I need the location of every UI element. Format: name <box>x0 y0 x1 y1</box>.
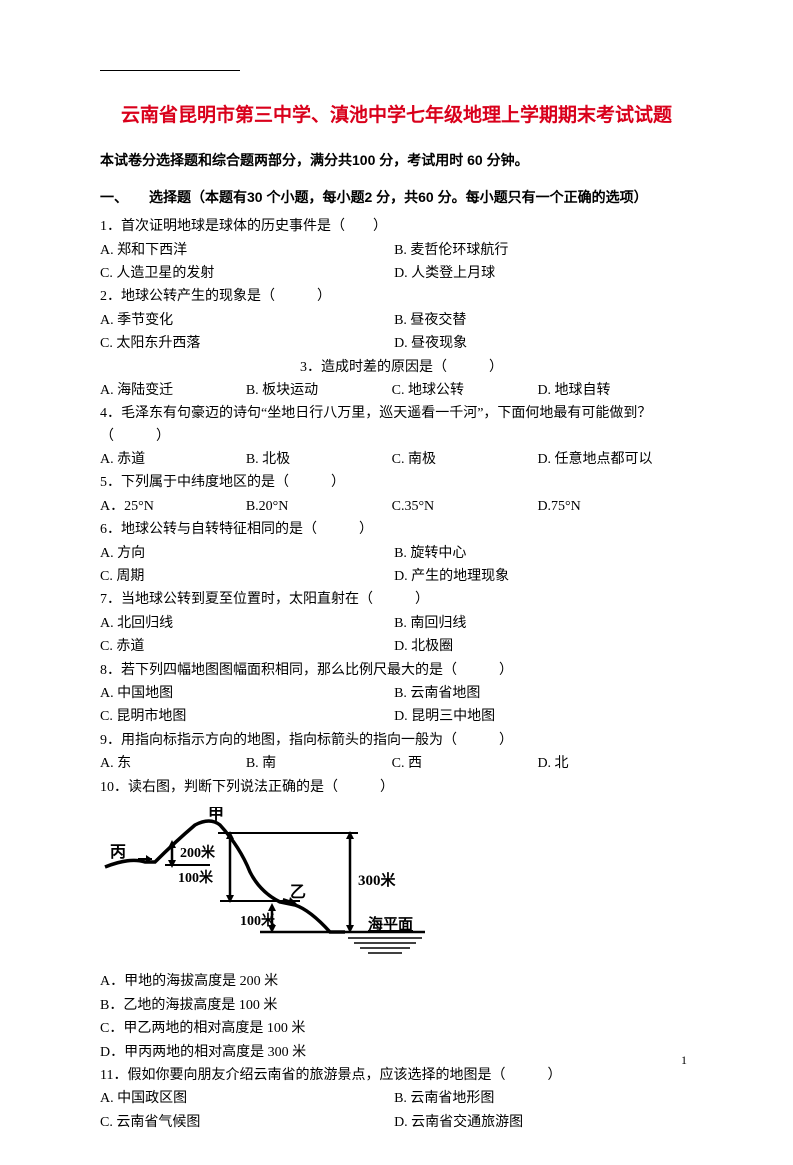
q5-a: A．25°N <box>100 496 242 518</box>
q8-stem: 8．若下列四幅地图图幅面积相同，那么比例尺最大的是（ ） <box>100 660 693 682</box>
q5-d: D.75°N <box>537 496 679 518</box>
q1-opts-row2: C. 人造卫星的发射 D. 人类登上月球 <box>100 263 693 285</box>
q7-opts-row2: C. 赤道 D. 北极圈 <box>100 636 693 658</box>
q2-c: C. 太阳东升西落 <box>100 333 391 355</box>
q7-c: C. 赤道 <box>100 636 391 658</box>
q7-b: B. 南回归线 <box>394 613 685 635</box>
q9-stem: 9．用指向标指示方向的地图，指向标箭头的指向一般为（ ） <box>100 730 693 752</box>
q1-opts-row1: A. 郑和下西洋 B. 麦哲伦环球航行 <box>100 240 693 262</box>
q1-c: C. 人造卫星的发射 <box>100 263 391 285</box>
q11-opts-row1: A. 中国政区图 B. 云南省地形图 <box>100 1088 693 1110</box>
q5-opts: A．25°N B.20°N C.35°N D.75°N <box>100 496 693 518</box>
q7-d: D. 北极圈 <box>394 636 685 658</box>
q10-diagram: 丙 甲 乙 100米 200米 100米 <box>100 807 693 965</box>
q5-stem: 5．下列属于中纬度地区的是（ ） <box>100 472 693 494</box>
q3-stem: 3．造成时差的原因是（ ） <box>100 357 693 379</box>
q6-c: C. 周期 <box>100 566 391 588</box>
q11-d: D. 云南省交通旅游图 <box>394 1112 685 1134</box>
q7-stem: 7．当地球公转到夏至位置时，太阳直射在（ ） <box>100 589 693 611</box>
q6-opts-row1: A. 方向 B. 旋转中心 <box>100 543 693 565</box>
q3-d: D. 地球自转 <box>537 380 679 402</box>
q4-opts: A. 赤道 B. 北极 C. 南极 D. 任意地点都可以 <box>100 449 693 471</box>
q1-a: A. 郑和下西洋 <box>100 240 391 262</box>
page-number: 1 <box>681 1051 687 1070</box>
q4-d: D. 任意地点都可以 <box>537 449 679 471</box>
q9-b: B. 南 <box>246 753 388 775</box>
q2-d: D. 昼夜现象 <box>394 333 685 355</box>
q4-c: C. 南极 <box>392 449 534 471</box>
q3-c: C. 地球公转 <box>392 380 534 402</box>
label-100b: 100米 <box>240 912 276 929</box>
label-yi: 乙 <box>290 884 306 901</box>
q2-opts-row2: C. 太阳东升西落 D. 昼夜现象 <box>100 333 693 355</box>
q10-c: C．甲乙两地的相对高度是 100 米 <box>100 1018 693 1040</box>
q2-a: A. 季节变化 <box>100 310 391 332</box>
label-sea: 海平面 <box>368 915 413 933</box>
q1-d: D. 人类登上月球 <box>394 263 685 285</box>
q1-b: B. 麦哲伦环球航行 <box>394 240 685 262</box>
q9-a: A. 东 <box>100 753 242 775</box>
q10-d: D．甲丙两地的相对高度是 300 米 <box>100 1042 693 1064</box>
q8-b: B. 云南省地图 <box>394 683 685 705</box>
q4-stem: 4．毛泽东有句豪迈的诗句“坐地日行八万里，巡天遥看一千河”，下面何地最有可能做到… <box>100 403 693 448</box>
label-200: 200米 <box>180 844 216 861</box>
q6-d: D. 产生的地理现象 <box>394 566 685 588</box>
q8-a: A. 中国地图 <box>100 683 391 705</box>
exam-subtitle: 本试卷分选择题和综合题两部分，满分共100 分，考试用时 60 分钟。 <box>100 149 693 171</box>
q10-a: A．甲地的海拔高度是 200 米 <box>100 971 693 993</box>
q1-stem: 1．首次证明地球是球体的历史事件是（ ） <box>100 216 693 238</box>
q9-c: C. 西 <box>392 753 534 775</box>
q10-stem: 10．读右图，判断下列说法正确的是（ ） <box>100 777 693 799</box>
q3-a: A. 海陆变迁 <box>100 380 242 402</box>
label-jia: 甲 <box>208 807 224 823</box>
q2-opts-row1: A. 季节变化 B. 昼夜交替 <box>100 310 693 332</box>
q3-b: B. 板块运动 <box>246 380 388 402</box>
q6-a: A. 方向 <box>100 543 391 565</box>
q3-opts: A. 海陆变迁 B. 板块运动 C. 地球公转 D. 地球自转 <box>100 380 693 402</box>
q5-b: B.20°N <box>246 496 388 518</box>
q5-c: C.35°N <box>392 496 534 518</box>
q8-opts-row2: C. 昆明市地图 D. 昆明三中地图 <box>100 706 693 728</box>
q6-stem: 6．地球公转与自转特征相同的是（ ） <box>100 519 693 541</box>
q4-b: B. 北极 <box>246 449 388 471</box>
q11-opts-row2: C. 云南省气候图 D. 云南省交通旅游图 <box>100 1112 693 1134</box>
label-100a: 100米 <box>178 869 214 886</box>
q6-opts-row2: C. 周期 D. 产生的地理现象 <box>100 566 693 588</box>
top-rule <box>100 70 240 71</box>
label-bing: 丙 <box>110 843 126 861</box>
exam-title: 云南省昆明市第三中学、滇池中学七年级地理上学期期末考试试题 <box>100 101 693 131</box>
q9-d: D. 北 <box>537 753 679 775</box>
q8-c: C. 昆明市地图 <box>100 706 391 728</box>
q10-b: B．乙地的海拔高度是 100 米 <box>100 995 693 1017</box>
label-300: 300米 <box>358 871 397 889</box>
q11-a: A. 中国政区图 <box>100 1088 391 1110</box>
q2-b: B. 昼夜交替 <box>394 310 685 332</box>
q8-d: D. 昆明三中地图 <box>394 706 685 728</box>
section1-head: 一、 选择题（本题有30 个小题，每小题2 分，共60 分。每小题只有一个正确的… <box>100 186 693 208</box>
q11-c: C. 云南省气候图 <box>100 1112 391 1134</box>
q7-a: A. 北回归线 <box>100 613 391 635</box>
q7-opts-row1: A. 北回归线 B. 南回归线 <box>100 613 693 635</box>
q9-opts: A. 东 B. 南 C. 西 D. 北 <box>100 753 693 775</box>
q2-stem: 2．地球公转产生的现象是（ ） <box>100 286 693 308</box>
q11-stem: 11．假如你要向朋友介绍云南省的旅游景点，应该选择的地图是（ ） <box>100 1065 693 1087</box>
q8-opts-row1: A. 中国地图 B. 云南省地图 <box>100 683 693 705</box>
q6-b: B. 旋转中心 <box>394 543 685 565</box>
q4-a: A. 赤道 <box>100 449 242 471</box>
q11-b: B. 云南省地形图 <box>394 1088 685 1110</box>
